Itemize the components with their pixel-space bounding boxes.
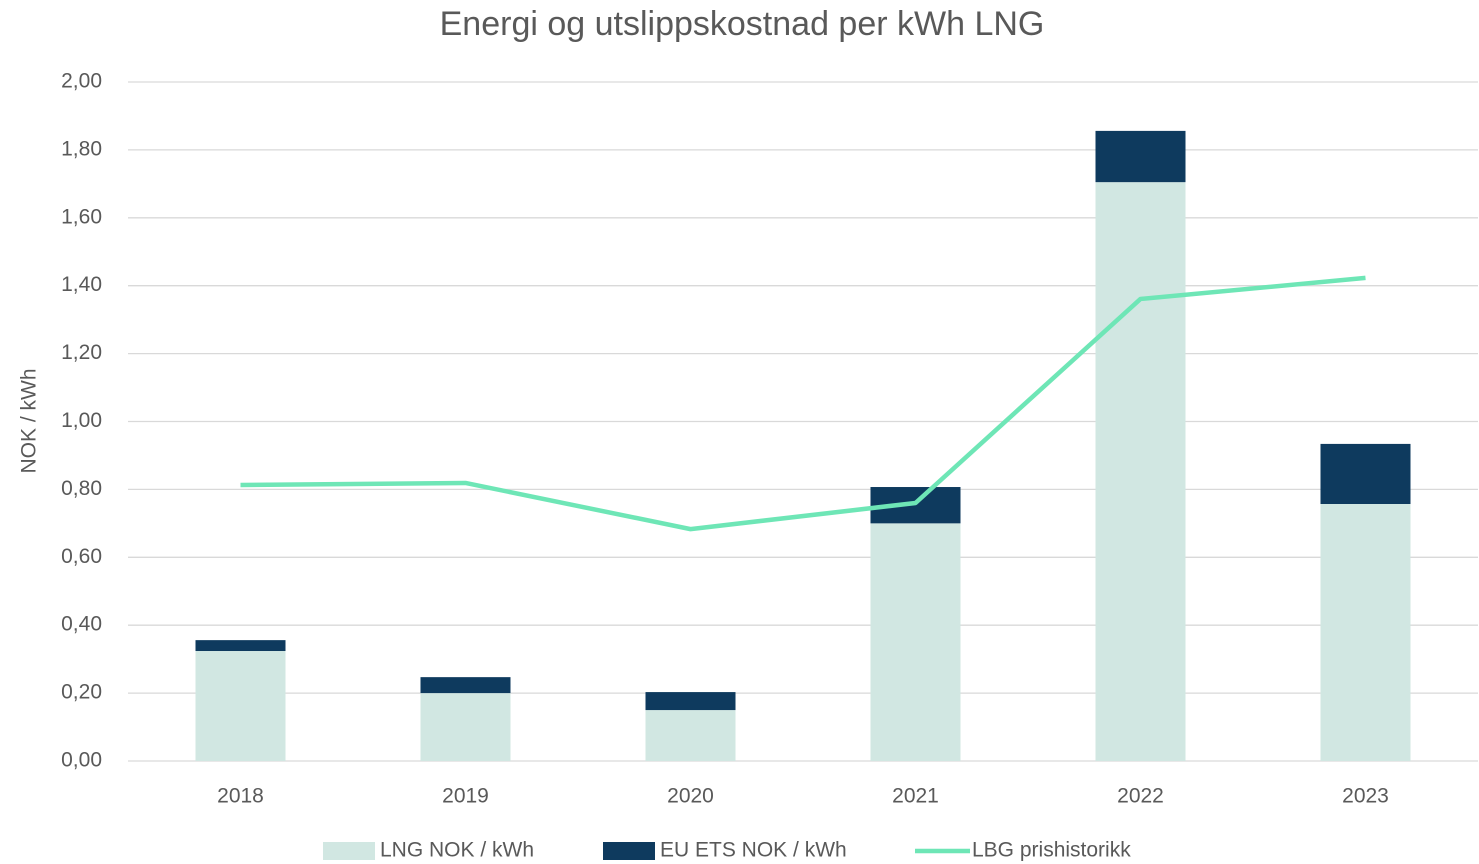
y-tick-label: 0,60 (61, 545, 102, 568)
bar-segment (870, 523, 961, 761)
y-tick-label: 1,00 (61, 409, 102, 432)
x-tick-label: 2020 (667, 785, 714, 808)
line-series (240, 275, 1366, 532)
x-tick-label: 2022 (1117, 785, 1164, 808)
y-tick-label: 0,20 (61, 681, 102, 704)
bar-segment (420, 693, 511, 761)
legend-swatch (603, 842, 655, 860)
bar-segment (195, 651, 286, 761)
y-tick-label: 1,60 (61, 205, 102, 228)
legend-label: LBG prishistorikk (972, 839, 1131, 862)
legend-label: LNG NOK / kWh (380, 839, 534, 862)
y-tick-label: 2,00 (61, 70, 102, 93)
x-tick-label: 2023 (1342, 785, 1389, 808)
y-tick-label: 1,80 (61, 137, 102, 160)
y-tick-label: 1,20 (61, 341, 102, 364)
bar-segment (645, 692, 736, 711)
legend-label: EU ETS NOK / kWh (660, 839, 847, 862)
y-tick-label: 1,40 (61, 273, 102, 296)
y-axis-label: NOK / kWh (18, 368, 41, 473)
x-tick-label: 2021 (892, 785, 939, 808)
bar-segment (1320, 503, 1411, 761)
bar-segment (1095, 130, 1186, 183)
bar-segment (420, 677, 511, 694)
y-tick-label: 0,40 (61, 613, 102, 636)
y-tick-label: 0,80 (61, 477, 102, 500)
bar-segment (645, 710, 736, 761)
chart-title: Energi og utslippskostnad per kWh LNG (440, 5, 1045, 43)
x-tick-label: 2018 (217, 785, 264, 808)
bar-segment (195, 640, 286, 652)
bar-segment (1320, 443, 1411, 504)
legend-swatch (323, 842, 375, 860)
y-tick-label: 0,00 (61, 749, 102, 772)
bar-segment (1095, 182, 1186, 762)
x-tick-label: 2019 (442, 785, 489, 808)
